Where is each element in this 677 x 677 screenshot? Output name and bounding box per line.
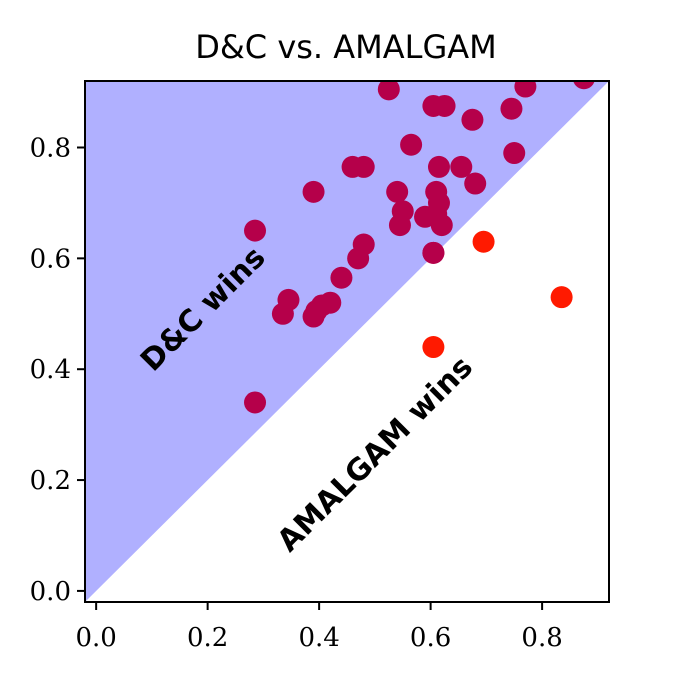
dc-win-point (319, 291, 342, 314)
dc-win-point (386, 180, 409, 203)
dc-wins-region (85, 81, 609, 602)
chart-title: D&C vs. AMALGAM (195, 28, 497, 66)
dc-win-point (244, 391, 267, 414)
dc-win-point (391, 200, 414, 223)
dc-win-point (427, 191, 450, 214)
dc-win-point (422, 241, 445, 264)
x-tick-label: 0.0 (75, 623, 116, 653)
y-tick-label: 0.4 (30, 355, 71, 385)
y-tick-label: 0.0 (30, 577, 71, 607)
y-tick-label: 0.6 (30, 244, 71, 274)
amalgam-win-point (472, 230, 495, 253)
points-group (244, 81, 595, 414)
dc-win-point (461, 108, 484, 131)
x-tick-label: 0.8 (521, 623, 562, 653)
dc-win-point (464, 172, 487, 195)
x-tick-label: 0.6 (410, 623, 451, 653)
dc-win-point (400, 133, 423, 156)
amalgam-win-point (422, 336, 445, 359)
dc-win-point (430, 214, 453, 237)
dc-win-point (352, 155, 375, 178)
dc-win-point (433, 94, 456, 117)
dc-win-point (450, 155, 473, 178)
dc-win-point (330, 266, 353, 289)
x-tick-label: 0.4 (298, 623, 339, 653)
x-tick-label: 0.2 (187, 623, 228, 653)
dc-win-point (514, 81, 537, 98)
dc-win-point (352, 233, 375, 256)
dc-win-point (503, 142, 526, 165)
dc-win-point (427, 155, 450, 178)
dc-win-point (302, 180, 325, 203)
dc-win-point (277, 288, 300, 311)
dc-win-point (573, 81, 595, 90)
axes-frame (84, 80, 610, 603)
amalgam-win-point (550, 286, 573, 309)
dc-win-point (377, 81, 400, 101)
y-tick-label: 0.8 (30, 134, 71, 164)
dc-win-point (500, 97, 523, 120)
dc-win-point (244, 219, 267, 242)
y-tick-label: 0.2 (30, 466, 71, 496)
